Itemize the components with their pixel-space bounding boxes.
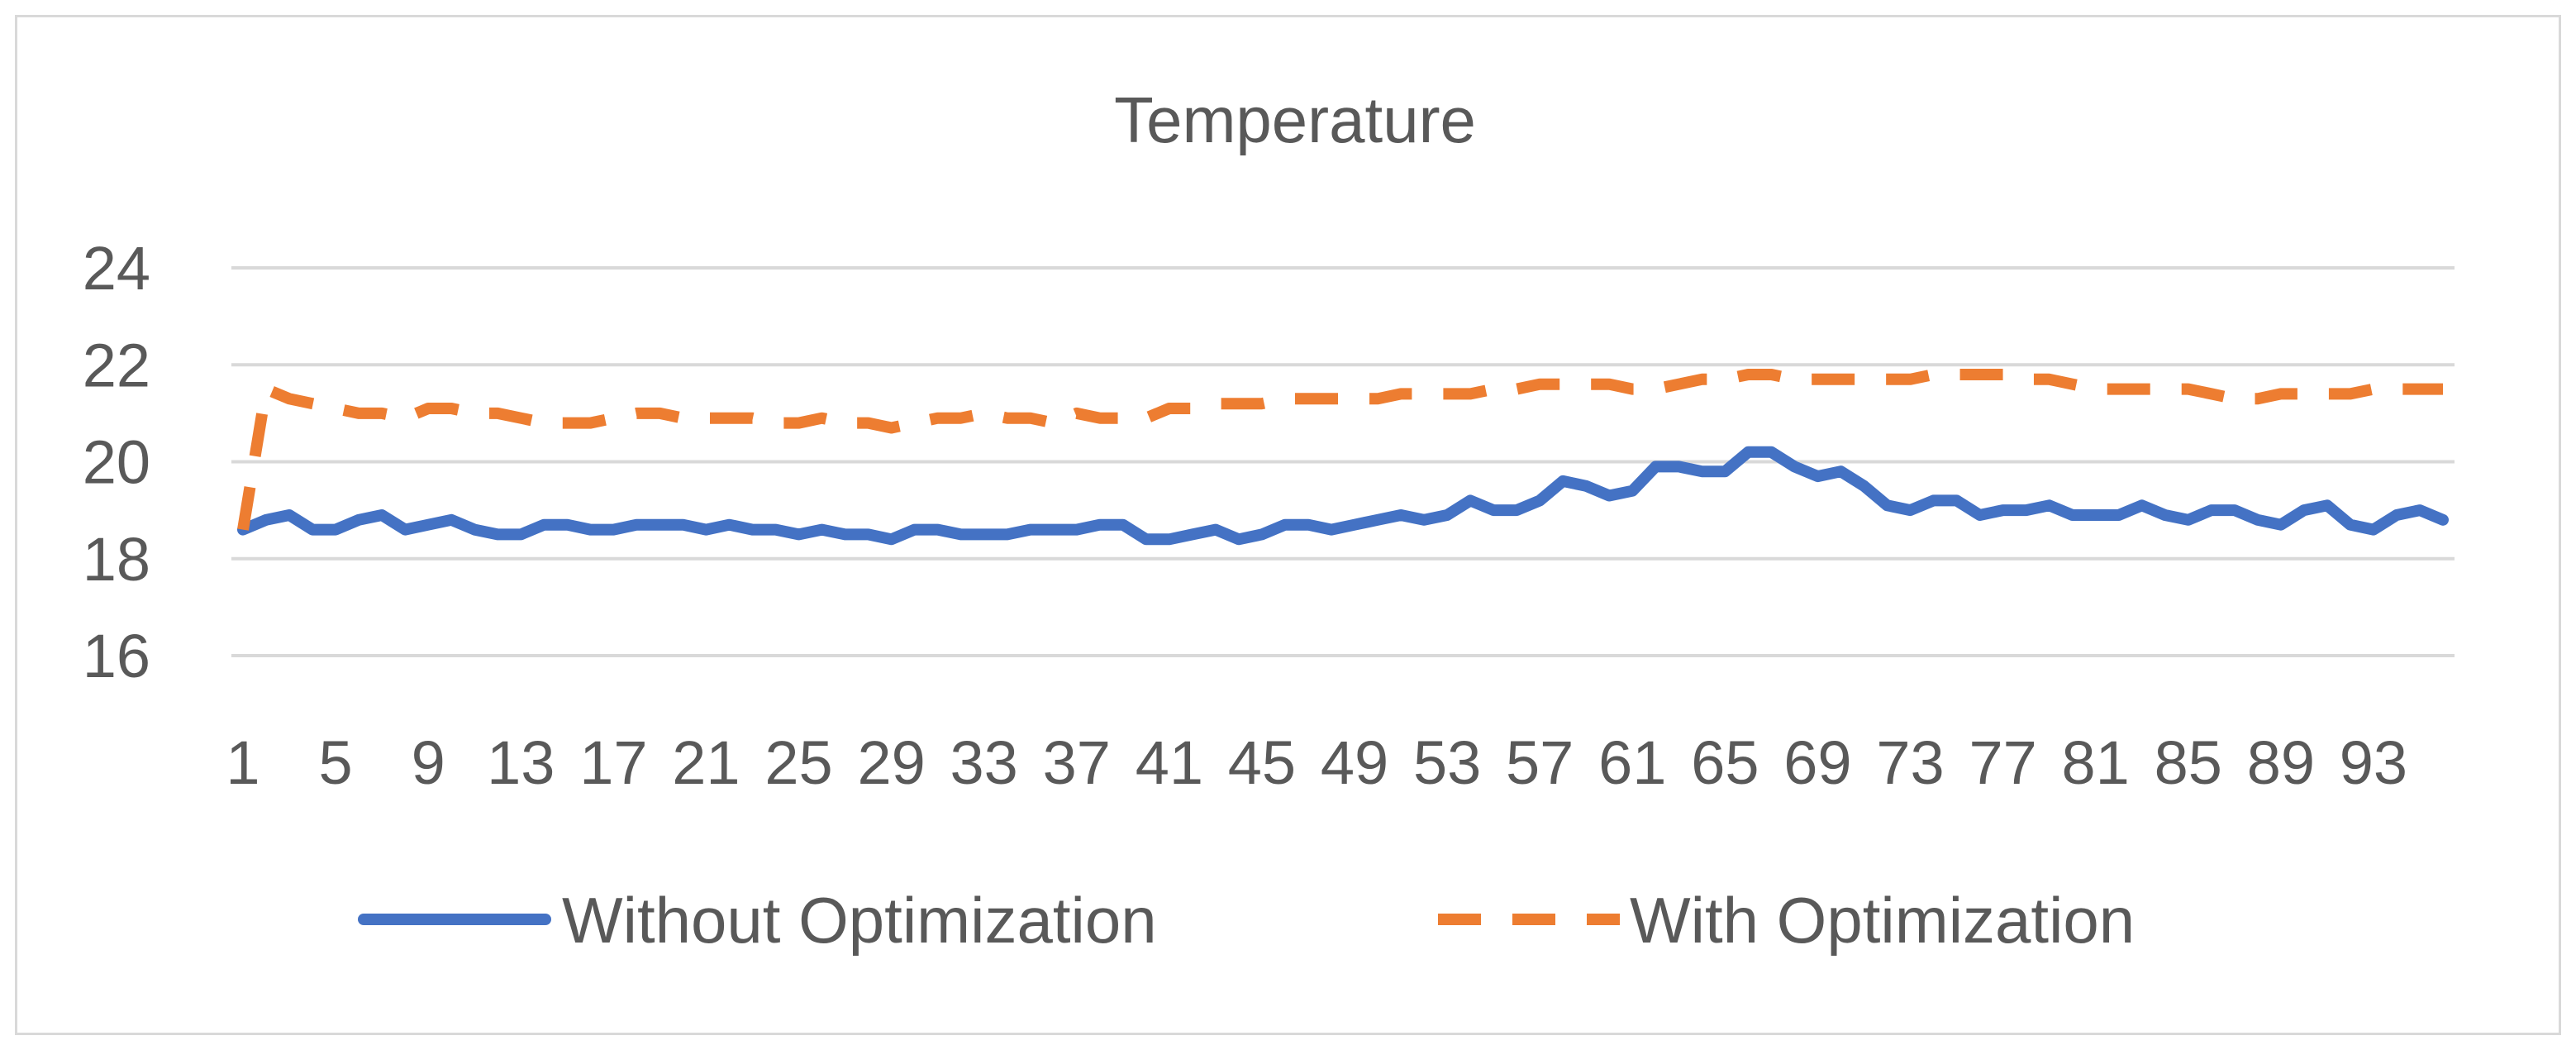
x-tick-label: 45 [1228, 728, 1296, 797]
series-line-with-optimization [237, 369, 2443, 531]
x-axis-tick-labels: 1 5 9 13 17 21 25 29 33 37 41 45 49 53 57 61 65 69 73 77 81 8… [226, 728, 2407, 797]
y-tick-label: 24 [83, 234, 150, 303]
x-tick-label: 37 [1043, 728, 1111, 797]
x-tick-label: 25 [764, 728, 832, 797]
x-tick-label: 57 [1506, 728, 1574, 797]
x-tick-label: 73 [1876, 728, 1944, 797]
x-tick-label: 41 [1136, 728, 1203, 797]
y-tick-label: 18 [83, 525, 150, 594]
x-tick-label: 77 [1969, 728, 2036, 797]
legend: Without Optimization With Optimization [358, 884, 2135, 957]
legend-label: With Optimization [1630, 884, 2135, 957]
x-tick-label: 53 [1413, 728, 1481, 797]
x-tick-label: 17 [579, 728, 647, 797]
y-tick-label: 16 [83, 622, 150, 690]
x-tick-label: 21 [672, 728, 740, 797]
y-axis-tick-labels: 16 18 20 22 24 [83, 234, 150, 690]
x-tick-label: 85 [2155, 728, 2222, 797]
x-tick-label: 69 [1783, 728, 1851, 797]
gridlines [231, 266, 2455, 657]
x-tick-label: 9 [412, 728, 445, 797]
x-tick-label: 61 [1598, 728, 1666, 797]
y-tick-label: 22 [83, 331, 150, 399]
x-tick-label: 49 [1321, 728, 1388, 797]
x-tick-label: 65 [1691, 728, 1759, 797]
x-tick-label: 1 [226, 728, 260, 797]
series-lines [237, 369, 2449, 546]
y-tick-label: 20 [83, 428, 150, 497]
series-line-without-optimization [237, 446, 2449, 546]
x-tick-label: 93 [2340, 728, 2407, 797]
x-tick-label: 33 [950, 728, 1018, 797]
x-tick-label: 5 [319, 728, 353, 797]
chart-title: Temperature [1114, 84, 1476, 156]
x-tick-label: 29 [857, 728, 925, 797]
x-tick-label: 89 [2247, 728, 2315, 797]
legend-label: Without Optimization [562, 884, 1157, 957]
x-tick-label: 81 [2062, 728, 2130, 797]
x-tick-label: 13 [487, 728, 555, 797]
